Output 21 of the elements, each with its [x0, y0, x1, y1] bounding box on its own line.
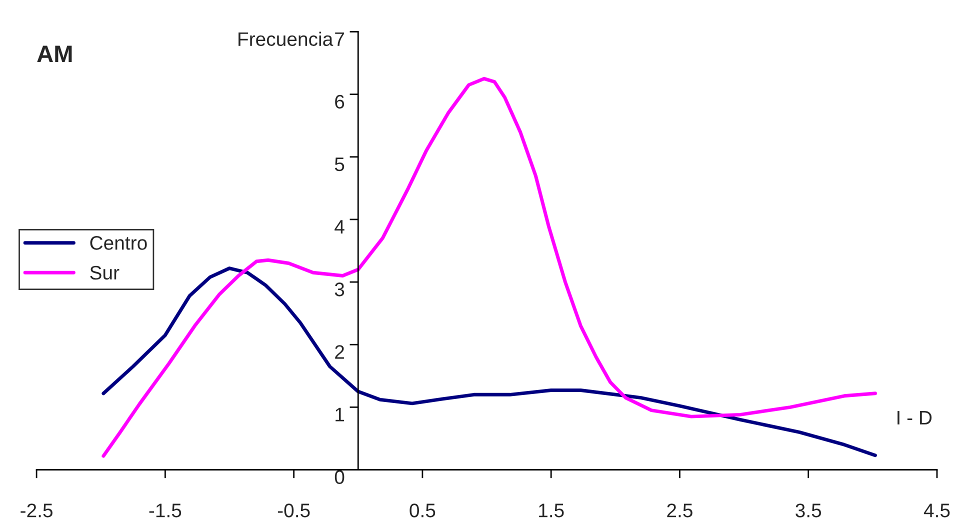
- y-tick-label: 6: [335, 94, 344, 109]
- x-axis-title: I - D: [898, 411, 932, 424]
- x-tick-label: 2.5: [667, 504, 692, 518]
- y-tick-label: 2: [335, 345, 344, 359]
- x-tick-label: 1.5: [539, 504, 564, 518]
- chart-title: AM: [37, 46, 72, 62]
- y-tick-label: 3: [334, 282, 344, 296]
- x-tick-label: -0.5: [278, 504, 310, 518]
- y-tick-label: 5: [334, 158, 344, 172]
- y-tick-label: 7: [335, 32, 344, 46]
- y-tick-label: 4: [334, 220, 344, 234]
- x-tick-label: -1.5: [149, 504, 182, 518]
- y-tick-label: 1: [336, 408, 344, 422]
- x-tick-label: 3.5: [796, 504, 822, 518]
- x-tick-label: 0.5: [410, 504, 436, 518]
- y-tick-label: 0: [334, 470, 344, 484]
- legend-label: Sur: [90, 266, 120, 280]
- y-axis-title: Frecuencia: [238, 32, 334, 46]
- legend-label: Centro: [90, 236, 147, 250]
- x-tick-label: -2.5: [20, 504, 52, 518]
- x-tick-label: 4.5: [924, 504, 950, 518]
